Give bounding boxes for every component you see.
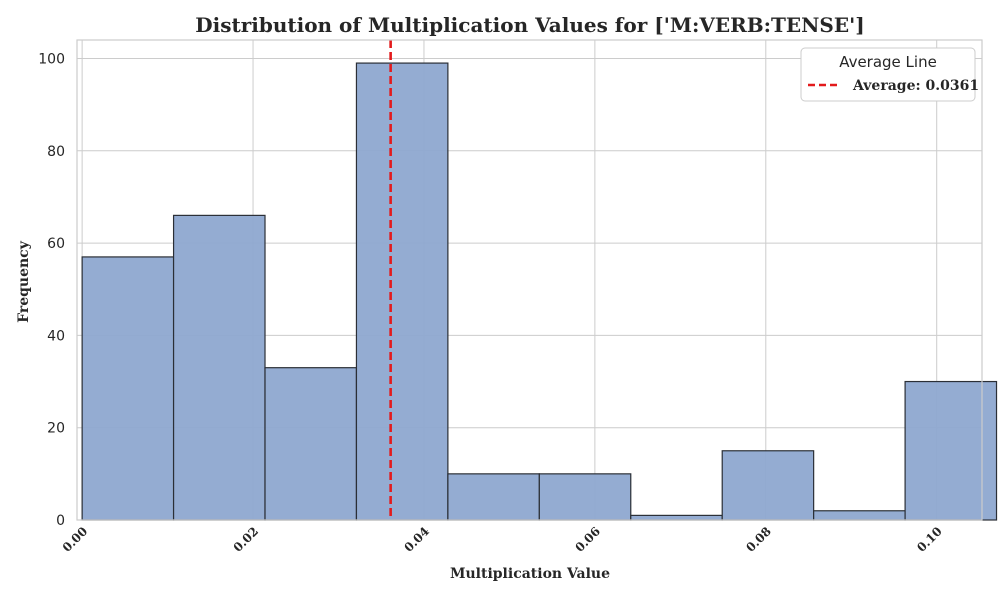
histogram-bar	[355, 62, 449, 521]
histogram-bar	[172, 214, 266, 521]
legend: Average Line Average: 0.0361	[800, 47, 979, 102]
histogram-bar	[630, 514, 723, 521]
y-tick-label: 80	[47, 144, 65, 160]
legend-entry-average: Average: 0.0361	[852, 78, 979, 94]
chart-title: Distribution of Multiplication Values fo…	[195, 13, 864, 37]
y-tick-label: 20	[47, 421, 65, 437]
y-tick-label: 0	[56, 513, 65, 529]
histogram-bar	[721, 450, 815, 521]
histogram-bar	[264, 367, 358, 521]
y-tick-labels: 0 20 40 60 80 100	[38, 51, 65, 529]
plot-frame	[76, 39, 983, 521]
histogram-bar	[904, 380, 998, 521]
legend-box	[800, 47, 976, 102]
y-tick-label: 40	[47, 328, 65, 344]
histogram-bar	[538, 473, 632, 521]
x-axis-label: Multiplication Value	[450, 566, 610, 582]
histogram-bar	[81, 256, 175, 521]
y-axis-label: Frequency	[16, 240, 32, 323]
bars-layer	[81, 62, 998, 521]
y-tick-label: 60	[47, 236, 65, 252]
histogram-bar	[813, 510, 906, 521]
y-tick-label: 100	[38, 51, 65, 67]
legend-title: Average Line	[839, 53, 937, 71]
histogram-bar	[447, 473, 540, 521]
